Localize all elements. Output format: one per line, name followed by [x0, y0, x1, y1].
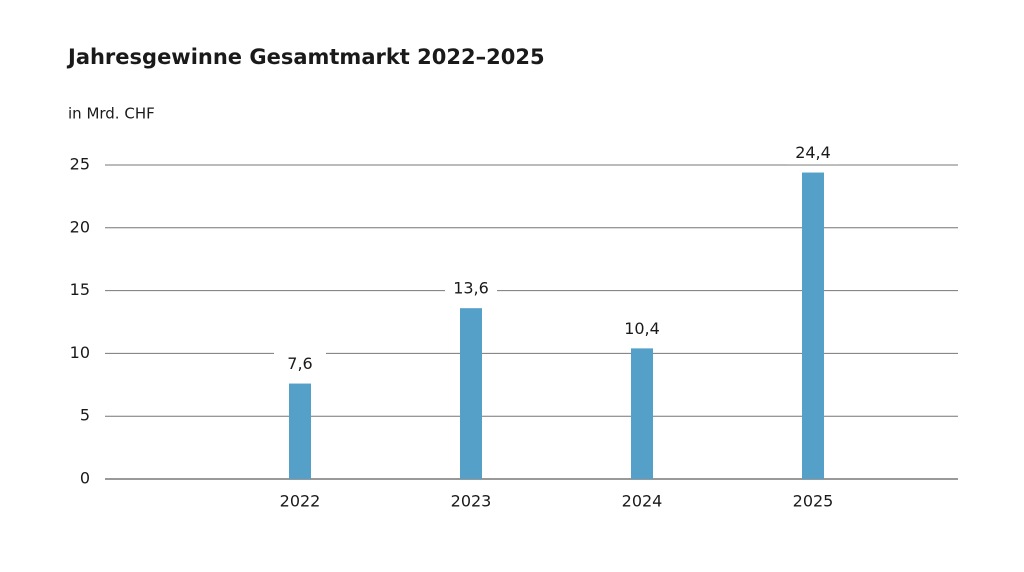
- value-label: 24,4: [795, 143, 831, 162]
- value-label-bg: [787, 140, 839, 165]
- y-tick-label: 5: [80, 406, 90, 425]
- y-tick-label: 15: [70, 280, 90, 299]
- x-tick-label: 2023: [451, 492, 492, 511]
- value-label: 13,6: [453, 279, 489, 298]
- value-label-bg: [274, 351, 326, 376]
- y-tick-label: 20: [70, 217, 90, 236]
- y-tick-label: 25: [70, 155, 90, 174]
- x-tick-label: 2022: [280, 492, 321, 511]
- value-label: 7,6: [287, 354, 312, 373]
- chart-subtitle: in Mrd. CHF: [68, 105, 155, 123]
- value-label-bg: [616, 316, 668, 341]
- y-tick-label: 0: [80, 469, 90, 488]
- y-tick-label: 10: [70, 343, 90, 362]
- x-tick-label: 2025: [793, 492, 834, 511]
- bar: [631, 348, 653, 479]
- chart-title: Jahresgewinne Gesamtmarkt 2022–2025: [66, 45, 545, 69]
- x-tick-label: 2024: [622, 492, 663, 511]
- bar: [802, 172, 824, 479]
- bar: [460, 308, 482, 479]
- value-label-bg: [445, 276, 497, 301]
- value-label: 10,4: [624, 319, 660, 338]
- bar: [289, 383, 311, 479]
